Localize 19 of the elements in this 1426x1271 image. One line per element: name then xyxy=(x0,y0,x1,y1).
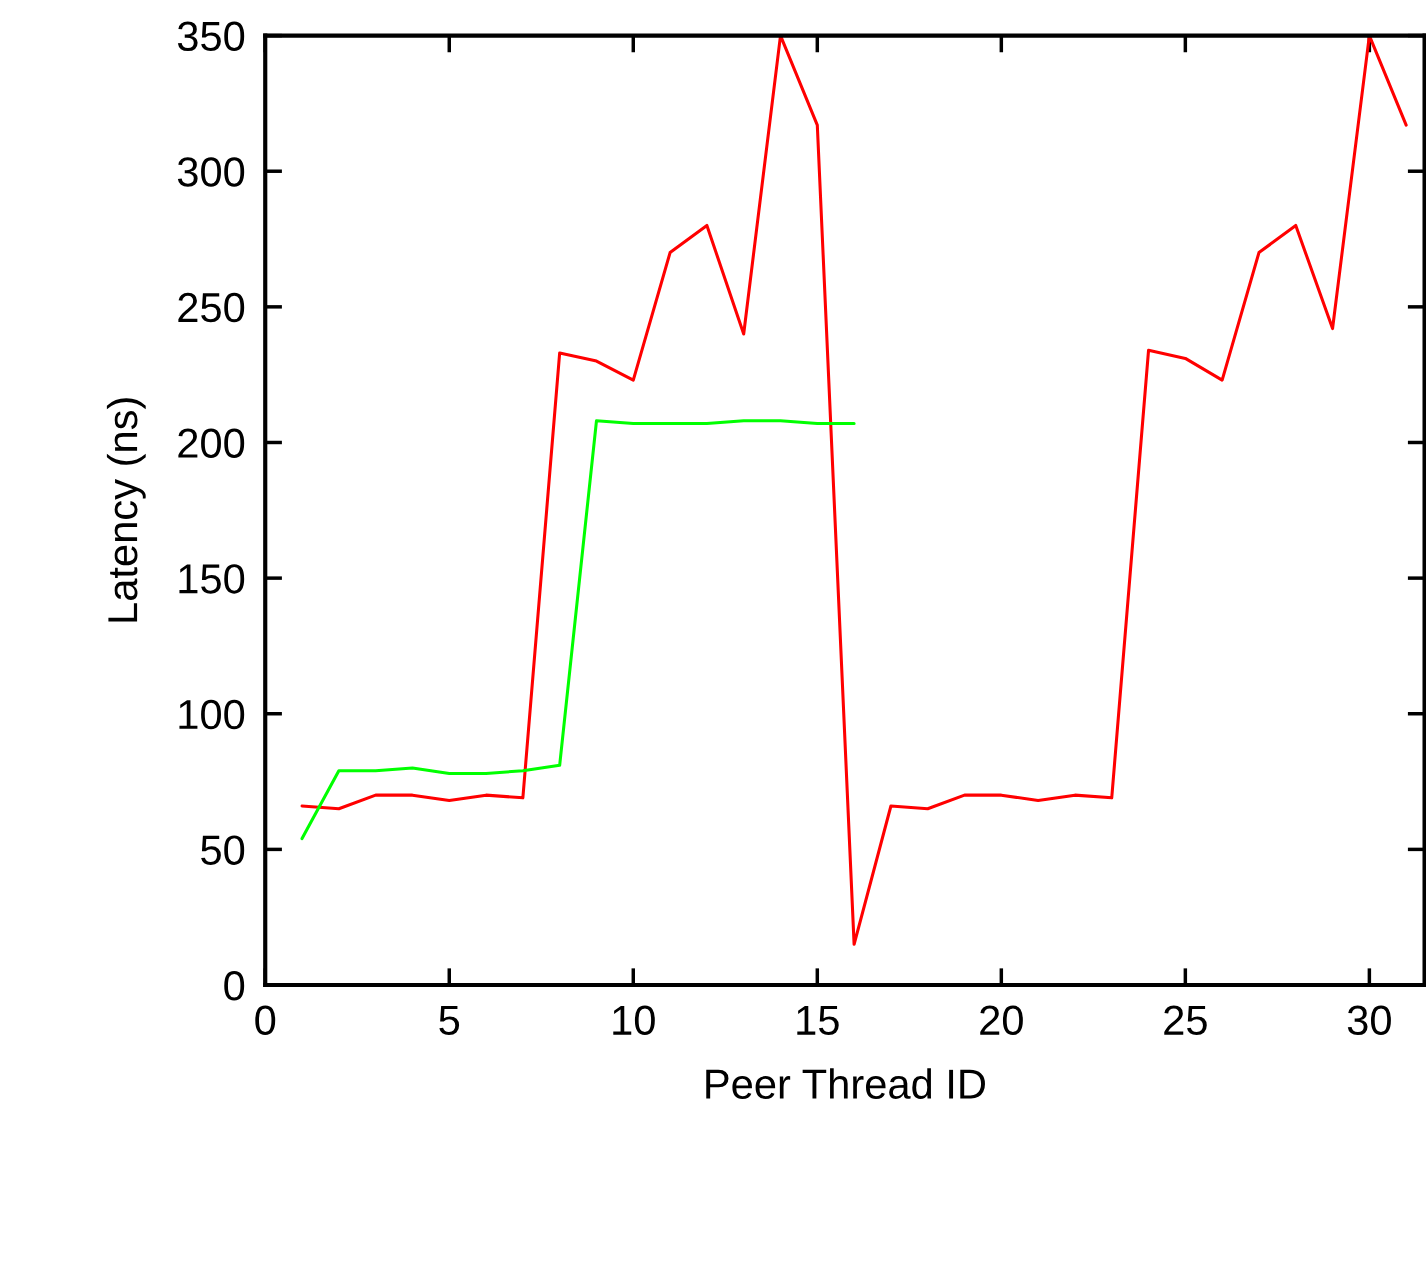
x-axis-title: Peer Thread ID xyxy=(706,1068,985,1099)
x-tick-label: 0 xyxy=(255,1005,276,1036)
x-tick-label: 30 xyxy=(1347,1005,1391,1036)
y-tick-label: 0 xyxy=(224,971,245,1001)
y-tick-label: 300 xyxy=(177,157,245,187)
y-axis-title: Latency (ns) xyxy=(106,398,146,622)
x-tick-label: 20 xyxy=(980,1005,1023,1036)
line-series xyxy=(300,35,1408,946)
y-tick-label: 150 xyxy=(179,564,245,594)
y-tick-label: 100 xyxy=(179,699,245,730)
x-tick-label: 15 xyxy=(797,1006,839,1036)
y-tick-label: 50 xyxy=(201,835,245,865)
x-tick-label: 5 xyxy=(439,1006,460,1036)
y-tick-label: 350 xyxy=(177,21,245,52)
y-tick-label: 200 xyxy=(178,428,245,458)
y-tick-label: 250 xyxy=(178,292,245,323)
x-tick-label: 25 xyxy=(1164,1005,1207,1036)
line-series xyxy=(300,419,856,841)
x-tick-label: 10 xyxy=(613,1005,655,1036)
